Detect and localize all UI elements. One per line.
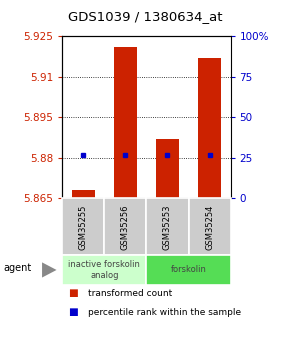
Bar bbox=[72, 190, 95, 198]
Text: GSM35253: GSM35253 bbox=[163, 204, 172, 249]
Text: forskolin: forskolin bbox=[171, 265, 206, 275]
Text: transformed count: transformed count bbox=[88, 289, 173, 298]
Text: ■: ■ bbox=[68, 288, 78, 298]
Polygon shape bbox=[42, 262, 57, 277]
Bar bbox=[198, 58, 221, 198]
Text: GSM35255: GSM35255 bbox=[79, 204, 88, 249]
Text: inactive forskolin
analog: inactive forskolin analog bbox=[68, 260, 140, 280]
Text: GSM35256: GSM35256 bbox=[121, 204, 130, 249]
Bar bbox=[114, 47, 137, 198]
Text: ■: ■ bbox=[68, 307, 78, 317]
Text: agent: agent bbox=[3, 263, 31, 273]
Text: percentile rank within the sample: percentile rank within the sample bbox=[88, 308, 242, 317]
Text: GDS1039 / 1380634_at: GDS1039 / 1380634_at bbox=[68, 10, 222, 23]
Bar bbox=[156, 139, 179, 198]
Text: GSM35254: GSM35254 bbox=[205, 204, 214, 249]
